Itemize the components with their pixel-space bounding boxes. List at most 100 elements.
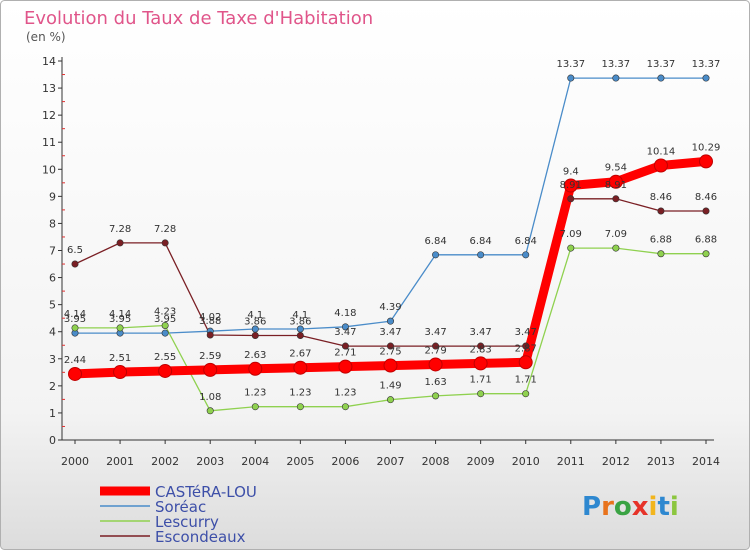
data-point (158, 363, 173, 378)
data-point (477, 390, 485, 398)
data-point (567, 195, 575, 203)
data-point (702, 250, 710, 258)
data-point (161, 329, 169, 337)
data-point (473, 356, 488, 371)
data-label: 4.1 (247, 310, 263, 321)
data-point (293, 360, 308, 375)
x-tick-label: 2012 (602, 455, 630, 468)
chart-subtitle: (en %) (26, 30, 66, 44)
data-label: 3.95 (109, 314, 131, 325)
data-point (206, 407, 214, 415)
logo-letter: o (614, 492, 632, 522)
data-point (116, 239, 124, 247)
data-label: 2.55 (154, 352, 176, 363)
data-point (248, 361, 263, 376)
y-tick-label: 14 (42, 55, 56, 68)
data-label: 8.91 (605, 180, 627, 191)
data-point (608, 174, 623, 189)
data-label: 1.23 (334, 388, 356, 399)
data-label: 6.84 (470, 236, 492, 247)
data-label: 2.83 (470, 344, 492, 355)
data-label: 6.5 (67, 245, 83, 256)
y-tick-label: 10 (42, 163, 56, 176)
data-point (702, 207, 710, 215)
data-point (251, 332, 259, 340)
data-point (612, 74, 620, 82)
data-point (518, 355, 533, 370)
x-tick-label: 2009 (467, 455, 495, 468)
data-label: 3.47 (424, 327, 446, 338)
data-label: 4.39 (379, 302, 401, 313)
data-label: 4.14 (109, 309, 131, 320)
data-point (341, 403, 349, 411)
data-point (338, 359, 353, 374)
data-label: 3.88 (199, 316, 221, 327)
data-point (653, 158, 668, 173)
data-point (477, 251, 485, 259)
data-label: 3.47 (470, 327, 492, 338)
x-tick-label: 2010 (512, 455, 540, 468)
legend-label: Lescurry (155, 513, 219, 531)
logo-text: Proxiti (582, 492, 679, 522)
data-label: 6.88 (650, 235, 672, 246)
data-label: 6.84 (424, 236, 446, 247)
logo-letter: x (632, 492, 649, 522)
proxiti-logo: Proxiti (582, 492, 679, 522)
data-point (386, 342, 394, 350)
data-label: 1.23 (289, 388, 311, 399)
y-tick-label: 4 (49, 326, 56, 339)
data-point (206, 331, 214, 339)
data-label: 2.75 (379, 347, 401, 358)
data-label: 10.29 (692, 142, 721, 153)
data-label: 4.02 (199, 312, 221, 323)
data-point (567, 244, 575, 252)
x-tick-label: 2007 (377, 455, 405, 468)
data-point (71, 324, 79, 332)
data-label: 3.47 (515, 327, 537, 338)
chart-title: Evolution du Taux de Taxe d'Habitation (24, 8, 373, 29)
x-tick-label: 2011 (557, 455, 585, 468)
x-tick-label: 2002 (151, 455, 179, 468)
data-label: 1.08 (199, 392, 221, 403)
data-label: 13.37 (692, 59, 721, 70)
data-label: 6.84 (515, 236, 537, 247)
series-points (68, 74, 713, 415)
data-point (296, 332, 304, 340)
data-point (251, 403, 259, 411)
data-point (567, 74, 575, 82)
x-tick-label: 2014 (692, 455, 720, 468)
data-label: 9.4 (563, 167, 579, 178)
x-tick-label: 2003 (196, 455, 224, 468)
y-tick-label: 6 (49, 272, 56, 285)
data-point (657, 74, 665, 82)
data-label: 2.79 (424, 345, 446, 356)
data-point (68, 366, 82, 381)
logo-letter: t (657, 492, 669, 522)
data-point (203, 362, 218, 377)
x-tick-label: 2005 (286, 455, 314, 468)
data-label: 2.71 (334, 348, 356, 359)
data-point (522, 390, 530, 398)
data-label: 2.44 (64, 355, 86, 366)
data-point (428, 357, 443, 372)
x-tick-label: 2001 (106, 455, 134, 468)
data-point (341, 323, 349, 331)
data-label: 3.86 (244, 317, 266, 328)
x-tick-label: 2006 (331, 455, 359, 468)
x-tick-label: 2008 (422, 455, 450, 468)
data-point (522, 251, 530, 259)
data-label: 8.46 (695, 192, 717, 203)
data-label: 10.14 (647, 146, 676, 157)
data-label: 7.28 (109, 224, 131, 235)
data-label: 7.09 (560, 229, 582, 240)
data-label: 2.67 (289, 349, 311, 360)
y-tick-label: 2 (49, 380, 56, 393)
data-label: 2.51 (109, 353, 131, 364)
y-tick-label: 3 (49, 353, 56, 366)
data-point (113, 365, 128, 380)
data-label: 7.28 (154, 224, 176, 235)
data-point (563, 178, 578, 193)
